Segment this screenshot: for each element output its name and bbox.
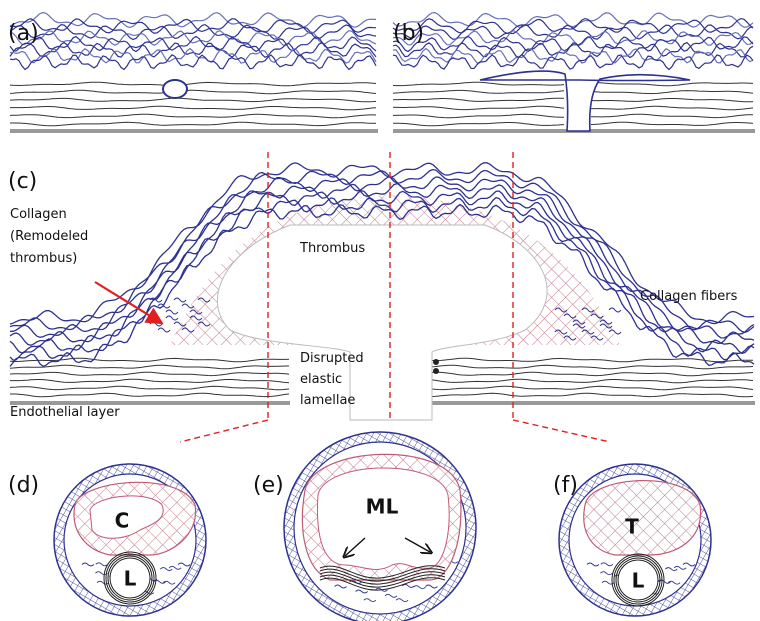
channel <box>480 71 690 131</box>
elastic-lamella <box>591 114 753 117</box>
elastic-lamella <box>10 379 289 383</box>
panel-label: (e) <box>253 473 284 498</box>
elastic-lamella <box>10 372 289 375</box>
elastic-lamella <box>393 82 564 85</box>
annotation: thrombus) <box>10 251 77 266</box>
vasa-vasorum <box>163 80 187 98</box>
thrombus <box>217 225 547 420</box>
panel-label: (d) <box>8 473 39 498</box>
elastic-lamella <box>393 106 564 109</box>
elastic-lamella <box>10 98 376 102</box>
region-label: T <box>625 515 639 539</box>
elastic-lamella <box>10 393 289 397</box>
endothelial-layer <box>432 401 755 405</box>
section-line <box>180 420 268 442</box>
annotation: Collagen <box>10 207 67 222</box>
elastic-lamella <box>10 114 376 118</box>
region-label: ML <box>366 495 399 519</box>
figure: (a) (b) (c) (d) (e) (f) Collagen (Remode… <box>0 0 760 621</box>
collagen-fiber <box>10 49 376 64</box>
collagen-fiber <box>393 49 753 64</box>
elastic-lamella <box>393 98 564 101</box>
elastic-lamella <box>10 122 376 126</box>
elastic-lamella <box>10 106 376 110</box>
annotation: Thrombus <box>299 241 365 256</box>
elastic-lamella <box>393 90 564 93</box>
collagen-fragment <box>166 310 178 314</box>
elastic-lamella <box>432 393 753 397</box>
elastic-lamella <box>591 82 753 85</box>
elastic-lamella <box>393 114 564 117</box>
collagen-fragment <box>150 322 162 326</box>
section-line <box>513 420 610 442</box>
endothelial-layer <box>10 129 378 133</box>
annotation: Disrupted <box>300 351 364 366</box>
elastic-lamella <box>10 90 376 94</box>
collagen-fragment <box>174 298 186 302</box>
elastic-lamella <box>432 386 753 390</box>
elastic-lamella <box>591 106 753 109</box>
collagen-fragment <box>609 308 621 312</box>
panel-label: (f) <box>553 473 578 498</box>
elastic-lamella <box>591 99 753 102</box>
annotation: (Remodeled <box>10 229 88 244</box>
collagen-fragment <box>166 316 178 320</box>
lamella-end <box>433 359 439 365</box>
collagen-fiber <box>10 37 376 52</box>
thrombus-region <box>584 481 701 555</box>
channel <box>317 468 449 569</box>
elastic-lamella <box>10 82 376 86</box>
annotation: lamellae <box>300 393 355 408</box>
panel-label: (c) <box>8 169 37 194</box>
annotation: Collagen fibers <box>640 289 738 304</box>
elastic-lamella <box>591 122 753 125</box>
lamella-end <box>433 368 439 374</box>
elastic-lamella <box>10 365 289 368</box>
region-label: L <box>124 567 137 591</box>
panel-label: (a) <box>8 21 39 46</box>
panel-label: (b) <box>393 21 424 46</box>
elastic-lamella <box>432 365 753 369</box>
annotation: Endothelial layer <box>10 405 120 420</box>
collagen-fiber <box>393 19 753 34</box>
elastic-lamella <box>432 379 753 383</box>
elastic-lamella <box>591 91 753 94</box>
region-label: C <box>115 509 130 533</box>
elastic-lamella <box>393 123 564 126</box>
collagen-fiber <box>393 13 753 28</box>
elastic-lamella <box>432 372 753 376</box>
annotation: elastic <box>300 372 342 387</box>
collagen-fiber <box>10 55 376 70</box>
collagen-fragment <box>158 328 170 332</box>
elastic-lamella <box>10 386 289 390</box>
collagen-fiber <box>10 25 376 40</box>
region-label: L <box>632 569 645 593</box>
